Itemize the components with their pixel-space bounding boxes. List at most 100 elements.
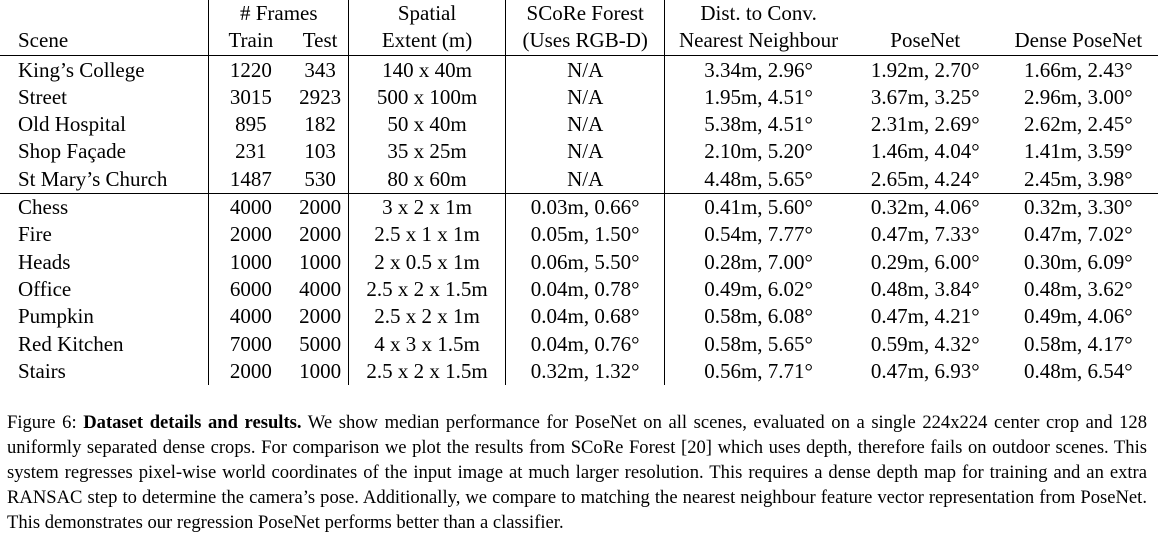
cell-extent: 2.5 x 2 x 1m xyxy=(348,303,506,331)
table-row: King’s College 1220 343 140 x 40m N/A 3.34m, … xyxy=(0,55,1158,84)
caption-text: We show median performance for PoseNet o… xyxy=(7,412,1147,533)
header-row-top: # Frames Spatial SCoRe Forest Dist. to C… xyxy=(0,0,1158,28)
cell-nn: 4.48m, 5.65° xyxy=(664,165,852,194)
table-row: Old Hospital 895 182 50 x 40m N/A 5.38m, 4.51… xyxy=(0,111,1158,139)
cell-posenet: 0.59m, 4.32° xyxy=(870,331,980,356)
cell-train: 3015 xyxy=(208,83,293,112)
cell-scene: Red Kitchen xyxy=(18,331,124,356)
cell-test: 530 xyxy=(304,166,336,191)
cell-nn: 0.58m, 5.65° xyxy=(664,330,852,358)
cell-posenet: 2.31m, 2.69° xyxy=(870,112,980,137)
cell-train: 1000 xyxy=(208,248,293,276)
cell-extent: 140 x 40m xyxy=(348,55,506,84)
cell-score: N/A xyxy=(505,165,665,194)
cell-scene: Pumpkin xyxy=(18,304,94,329)
cell-test: 4000 xyxy=(299,276,342,301)
header-score-sub: (Uses RGB-D) xyxy=(505,27,665,56)
table-row: Fire 2000 2000 2.5 x 1 x 1m 0.05m, 1.50° 0.54… xyxy=(0,221,1158,249)
cell-train: 1220 xyxy=(208,55,293,84)
cell-score: N/A xyxy=(505,111,665,139)
cell-dense: 0.48m, 3.62° xyxy=(1023,276,1133,301)
cell-test: 2923 xyxy=(299,84,342,109)
cell-nn: 0.58m, 6.08° xyxy=(664,303,852,331)
cell-score: N/A xyxy=(505,138,665,166)
cell-dense: 0.49m, 4.06° xyxy=(1023,304,1133,329)
cell-scene: Street xyxy=(18,84,67,109)
cell-test: 2000 xyxy=(299,304,342,329)
cell-test: 2000 xyxy=(292,193,349,222)
cell-nn: 0.49m, 6.02° xyxy=(664,275,852,304)
header-posenet-top xyxy=(852,0,999,27)
header-test: Test xyxy=(292,27,349,56)
cell-scene: St Mary’s Church xyxy=(18,166,168,191)
cell-extent: 4 x 3 x 1.5m xyxy=(348,330,506,358)
table-row: Chess 4000 2000 3 x 2 x 1m 0.03m, 0.66° 0.41m… xyxy=(0,193,1158,222)
results-table-container: # Frames Spatial SCoRe Forest Dist. to C… xyxy=(0,0,1158,386)
cell-dense: 0.32m, 3.30° xyxy=(998,193,1158,222)
cell-dense: 2.45m, 3.98° xyxy=(1023,166,1133,191)
cell-score: 0.04m, 0.78° xyxy=(505,275,665,304)
cell-train: 895 xyxy=(208,111,293,139)
table-row: Stairs 2000 1000 2.5 x 2 x 1.5m 0.32m, 1.32°… xyxy=(0,357,1158,386)
cell-dense: 2.96m, 3.00° xyxy=(1023,84,1133,109)
cell-dense: 0.47m, 7.02° xyxy=(1023,222,1133,247)
cell-nn: 1.95m, 4.51° xyxy=(664,83,852,112)
results-table-body: King’s College 1220 343 140 x 40m N/A 3.34m, … xyxy=(0,55,1158,386)
cell-nn: 5.38m, 4.51° xyxy=(664,111,852,139)
cell-train: 4000 xyxy=(208,303,293,331)
cell-scene: Fire xyxy=(18,222,52,247)
cell-posenet: 0.48m, 3.84° xyxy=(870,276,980,301)
cell-nn: 0.41m, 5.60° xyxy=(664,193,852,222)
cell-posenet: 0.47m, 4.21° xyxy=(870,304,980,329)
cell-posenet: 0.32m, 4.06° xyxy=(851,193,999,222)
cell-dense: 1.66m, 2.43° xyxy=(1023,57,1133,82)
cell-test: 103 xyxy=(304,139,336,164)
cell-scene: Stairs xyxy=(18,358,66,383)
header-posenet: PoseNet xyxy=(851,27,999,56)
cell-posenet: 3.67m, 3.25° xyxy=(870,84,980,109)
header-frames: # Frames xyxy=(208,0,349,28)
cell-test: 5000 xyxy=(299,331,342,356)
cell-train: 231 xyxy=(208,138,293,166)
header-scene: Scene xyxy=(0,27,209,56)
header-spatial: Spatial xyxy=(348,0,506,28)
table-row: Street 3015 2923 500 x 100m N/A 1.95m, 4.51° 3… xyxy=(0,83,1158,112)
cell-train: 6000 xyxy=(208,275,293,304)
header-nn: Nearest Neighbour xyxy=(664,27,852,56)
cell-scene: Old Hospital xyxy=(18,112,126,137)
cell-extent: 2.5 x 1 x 1m xyxy=(348,221,506,249)
cell-test: 343 xyxy=(304,57,336,82)
caption-bold: Dataset details and results. xyxy=(83,412,302,433)
cell-nn: 3.34m, 2.96° xyxy=(664,55,852,84)
header-dense-top xyxy=(999,0,1158,27)
cell-test: 2000 xyxy=(299,222,342,247)
results-table: # Frames Spatial SCoRe Forest Dist. to C… xyxy=(0,0,1158,386)
table-row: Office 6000 4000 2.5 x 2 x 1.5m 0.04m, 0.78°… xyxy=(0,275,1158,304)
header-dist: Dist. to Conv. xyxy=(664,0,852,28)
cell-posenet: 0.47m, 6.93° xyxy=(870,358,980,383)
cell-scene: Shop Façade xyxy=(18,139,126,164)
cell-extent: 500 x 100m xyxy=(348,83,506,112)
cell-scene: Office xyxy=(18,276,72,301)
cell-train: 2000 xyxy=(208,357,293,386)
cell-posenet: 0.47m, 7.33° xyxy=(870,222,980,247)
cell-score: N/A xyxy=(505,55,665,84)
table-row: Heads 1000 1000 2 x 0.5 x 1m 0.06m, 5.50° 0.2… xyxy=(0,248,1158,276)
cell-posenet: 2.65m, 4.24° xyxy=(870,166,980,191)
cell-test: 1000 xyxy=(299,358,342,383)
table-row: Red Kitchen 7000 5000 4 x 3 x 1.5m 0.04m, 0.… xyxy=(0,330,1158,358)
table-row: Shop Façade 231 103 35 x 25m N/A 2.10m, 5.20°… xyxy=(0,138,1158,166)
cell-extent: 50 x 40m xyxy=(348,111,506,139)
cell-scene: Heads xyxy=(18,249,71,274)
caption-prefix: Figure 6: xyxy=(7,412,84,433)
header-score: SCoRe Forest xyxy=(505,0,665,28)
cell-score: N/A xyxy=(505,83,665,112)
cell-dense: 1.41m, 3.59° xyxy=(1023,139,1133,164)
cell-score: 0.04m, 0.76° xyxy=(505,330,665,358)
table-row: Pumpkin 4000 2000 2.5 x 2 x 1m 0.04m, 0.68° 0… xyxy=(0,303,1158,331)
cell-train: 2000 xyxy=(208,221,293,249)
header-row-bottom: Scene Train Test Extent (m) (Uses RGB-D)… xyxy=(0,27,1158,56)
cell-train: 7000 xyxy=(208,330,293,358)
cell-nn: 0.54m, 7.77° xyxy=(664,221,852,249)
cell-dense: 0.30m, 6.09° xyxy=(1023,249,1133,274)
